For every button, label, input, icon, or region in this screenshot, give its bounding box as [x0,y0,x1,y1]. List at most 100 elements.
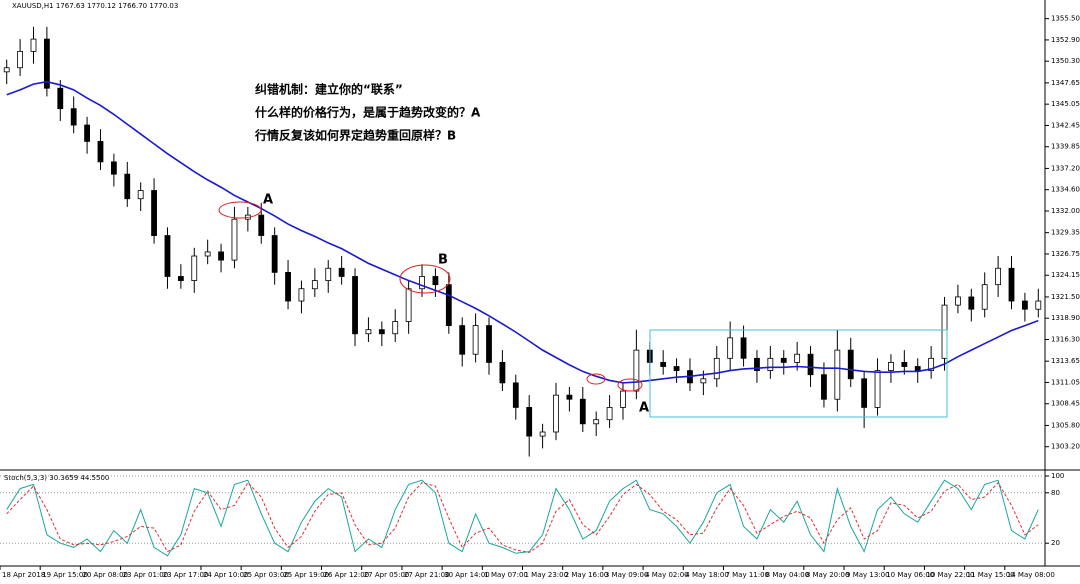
candle-body [70,108,77,126]
candle-body [1022,300,1028,310]
candle-body [378,329,385,335]
y-tick-label: 1313.65 [1051,357,1080,365]
x-tick-label: 1 May 07:00 [484,571,528,579]
candle-body [847,349,854,380]
y-tick-label: 1316.30 [1051,335,1080,343]
x-tick-label: 27 Apr 05:00 [364,571,410,579]
candle-body [338,267,345,277]
candle-body [807,353,814,376]
candle-body [794,353,801,363]
y-tick-label: 1352.90 [1051,36,1080,44]
x-tick-label: 8 May 20:00 [806,571,850,579]
candle-body [566,394,573,400]
candle-body [1035,300,1042,310]
chart-title: XAUUSD,H1 1767.63 1770.12 1766.70 1770.0… [12,2,178,10]
x-tick-label: 2 May 16:00 [565,571,609,579]
candle-body [606,407,613,421]
x-tick-label: 25 Apr 03:00 [243,571,289,579]
candle-body [539,431,546,437]
candle-body [30,38,37,52]
x-tick-label: 30 Apr 14:00 [444,571,490,579]
candle-body [137,190,144,200]
highlight-ellipse [586,373,606,385]
candle-body [405,288,412,322]
candle-body [17,50,23,69]
y-tick-label: 1326.75 [1051,250,1080,258]
candle-body [995,267,1002,286]
candle-body [191,255,198,281]
candle-body [325,267,332,281]
x-tick-label: 20 Apr 08:00 [82,571,128,579]
candle-body [821,374,827,400]
candle-body [526,407,533,437]
candle-body [767,357,774,371]
y-tick-label: 1332.00 [1051,207,1080,215]
y-tick-label: 100 [1051,472,1064,480]
candle-body [888,362,894,371]
candle-body [780,357,787,363]
range-box [649,329,948,418]
candle-body [660,362,667,367]
candle-body [754,357,760,371]
x-tick-label: 9 May 13:00 [846,571,890,579]
x-tick-label: 3 May 09:00 [605,571,649,579]
x-tick-label: 23 Apr 17:00 [163,571,209,579]
x-tick-label: 10 May 06:00 [886,571,934,579]
plot: 1355.50 1352.90 1350.30 1347.65 1345.05 1342.… [0,15,1080,579]
candle-body [579,398,586,425]
candle-body [258,214,265,236]
y-tick-label: 1334.60 [1051,186,1080,194]
candle-body [861,378,868,408]
y-tick-label: 1339.85 [1051,143,1080,151]
candle-body [3,67,10,73]
candle-body [593,419,600,425]
candle-body [164,235,171,277]
candle-body [472,325,479,355]
candle-body [1008,267,1015,302]
candle-body [928,357,935,371]
candle-body [419,276,425,290]
annotation-label: A [639,401,649,416]
annotation: 纠错机制：建立你的“联系” [255,82,403,97]
candle-body [445,284,452,326]
candle-body [271,235,278,273]
candle-body [177,276,184,281]
candle-body [311,280,318,290]
candle-body [740,337,747,359]
candle-body [57,87,64,110]
y-tick-label: 80 [1051,489,1060,497]
candle-body [727,337,734,359]
x-tick-label: 4 May 02:00 [645,571,689,579]
x-tick-label: 10 May 22:00 [926,571,974,579]
candle-body [512,382,519,408]
moving-average [6,80,1039,384]
candle-body [620,390,626,408]
candle-body [231,218,238,261]
y-tick-label: 1355.50 [1051,15,1080,23]
y-tick-label: 1347.65 [1051,79,1080,87]
x-tick-label: 23 Apr 01:00 [123,571,169,579]
indicator-line [6,481,1039,553]
candle-body [499,362,506,384]
candle-body [43,38,50,89]
candle-body [713,357,720,380]
x-tick-label: 19 Apr 15:00 [42,571,88,579]
candle-body [834,349,841,400]
candle-body [432,276,439,286]
highlight-ellipse [617,378,643,392]
y-tick-label: 1321.50 [1051,293,1080,301]
y-tick-label: 1305.80 [1051,421,1080,429]
x-tick-label: 4 May 18:00 [685,571,729,579]
candle-body [955,296,961,306]
candle-body [553,394,559,433]
indicator-line [6,479,1039,557]
candle-body [901,362,908,367]
candle-body [981,284,988,310]
candle-body [486,325,492,363]
x-tick-label: 27 Apr 21:00 [404,571,450,579]
candle-body [204,251,211,257]
x-tick-label: 8 May 04:00 [766,571,810,579]
highlight-ellipse [399,264,451,294]
x-tick-label: 14 May 08:00 [1007,571,1055,579]
